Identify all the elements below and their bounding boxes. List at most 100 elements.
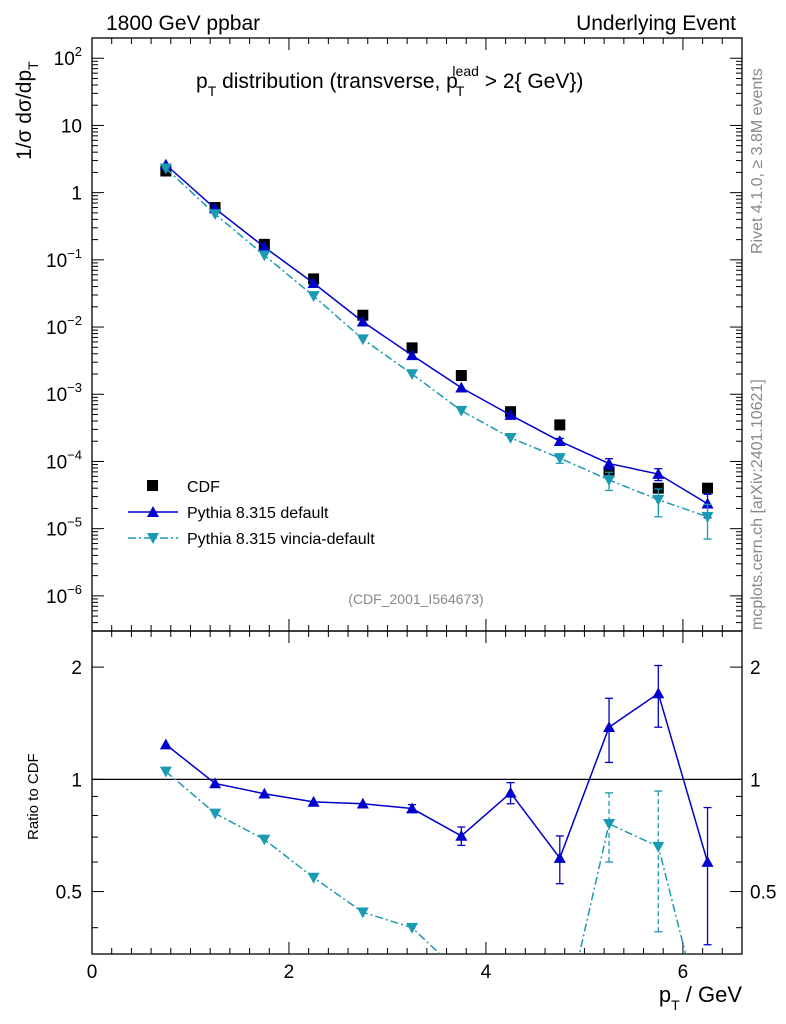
ratio-panel-frame bbox=[91, 630, 743, 955]
ratio-ytick-label-right: 0.5 bbox=[750, 883, 776, 904]
ratio-point-default bbox=[652, 687, 665, 699]
main-ytick-label: 1 bbox=[71, 184, 82, 205]
ratio-point-default bbox=[504, 786, 517, 798]
ratio-point-default bbox=[209, 777, 222, 789]
analysis-watermark: (CDF_2001_I564673) bbox=[348, 591, 483, 607]
main-point-cdf bbox=[357, 309, 369, 321]
ratio-point-vincia bbox=[406, 922, 419, 934]
ratio-ytick-label-left: 2 bbox=[71, 658, 82, 679]
ratio-point-vincia bbox=[505, 999, 517, 1010]
ratio-point-default bbox=[159, 738, 172, 750]
title-p: p bbox=[196, 70, 208, 93]
main-ytick-exponent: −4 bbox=[67, 447, 82, 462]
main-point-cdf bbox=[455, 370, 467, 382]
main-ytick-exponent: −1 bbox=[67, 246, 82, 261]
title-end: > 2{ GeV}) bbox=[479, 70, 584, 93]
ratio-xtick-label: 2 bbox=[284, 962, 295, 983]
main-ytick-mantissa: 10 bbox=[46, 520, 67, 541]
ratio-point-default bbox=[553, 852, 566, 863]
legend-label-vincia: Pythia 8.315 vincia-default bbox=[187, 531, 375, 548]
ratio-ytick-label-right: 1 bbox=[750, 770, 761, 791]
main-ytick-label: 10−1 bbox=[46, 246, 82, 272]
ratio-point-vincia bbox=[455, 969, 467, 980]
main-point-vincia bbox=[455, 405, 468, 417]
ratio-xtick-label: 4 bbox=[481, 962, 492, 983]
main-ylabel: 1/σ dσ/dpT bbox=[13, 61, 41, 160]
main-ytick-exponent: −3 bbox=[67, 380, 82, 395]
ratio-ytick-label-left: 0.5 bbox=[56, 883, 82, 904]
main-ytick-label: 10−4 bbox=[46, 447, 82, 473]
main-ytick-exponent: −2 bbox=[67, 313, 82, 328]
main-ytick-mantissa: 10 bbox=[54, 49, 75, 70]
main-point-vincia bbox=[701, 512, 714, 523]
main-point-default bbox=[455, 381, 468, 393]
ratio-point-vincia bbox=[356, 907, 369, 919]
main-point-cdf bbox=[702, 482, 714, 494]
main-point-default bbox=[307, 277, 320, 288]
main-ytick-exponent: −6 bbox=[67, 582, 82, 597]
main-point-default bbox=[553, 435, 566, 447]
header-left: 1800 GeV ppbar bbox=[106, 12, 260, 35]
main-point-vincia bbox=[159, 163, 172, 175]
main-point-default bbox=[652, 468, 665, 479]
xlabel-p: p bbox=[659, 982, 671, 1007]
ratio-series-line-1 bbox=[165, 770, 687, 954]
main-ytick-label: 102 bbox=[54, 44, 82, 70]
title-mid: distribution (transverse, p bbox=[216, 70, 458, 93]
main-point-default bbox=[406, 349, 419, 361]
ratio-point-default bbox=[258, 787, 271, 799]
main-point-vincia bbox=[258, 250, 271, 262]
main-ytick-mantissa: 10 bbox=[46, 587, 67, 608]
ratio-point-default bbox=[406, 802, 419, 814]
legend-label-cdf: CDF bbox=[187, 479, 220, 496]
ratio-point-default bbox=[701, 856, 714, 867]
main-ylabel-sub: T bbox=[25, 61, 41, 70]
ratio-xtick-label: 6 bbox=[678, 962, 689, 983]
ratio-plot-layer: 0 2 4 6 0.5 0.5 1 1 2 2 bbox=[56, 631, 776, 1010]
ratio-point-default bbox=[307, 795, 320, 807]
ratio-point-default bbox=[603, 721, 616, 733]
title-sub-t2: T bbox=[456, 83, 465, 99]
main-ytick-label: 10−6 bbox=[46, 582, 82, 608]
main-ytick-label: 10 bbox=[61, 116, 82, 137]
mcplots-label: mcplots.cern.ch [arXiv:2401.10621] bbox=[749, 379, 766, 630]
ratio-point-default bbox=[356, 797, 369, 809]
main-ytick-mantissa: 10 bbox=[46, 318, 67, 339]
header-right: Underlying Event bbox=[576, 12, 736, 35]
main-point-cdf bbox=[652, 482, 664, 494]
main-series-line-2 bbox=[165, 167, 708, 518]
xlabel: pT / GeV bbox=[659, 982, 742, 1013]
main-ytick-label: 10−3 bbox=[46, 380, 82, 406]
ratio-point-default bbox=[455, 829, 468, 841]
main-ytick-label: 10−2 bbox=[46, 313, 82, 339]
main-point-vincia bbox=[504, 432, 517, 444]
main-point-cdf bbox=[406, 342, 418, 354]
main-title: pT distribution (transverse, pTlead > 2{… bbox=[196, 63, 583, 99]
main-point-default bbox=[504, 409, 517, 420]
ratio-ytick-label-right: 2 bbox=[750, 658, 761, 679]
ratio-point-vincia bbox=[652, 841, 665, 853]
main-point-default bbox=[258, 241, 271, 252]
main-ytick-label: 10−5 bbox=[46, 515, 82, 541]
main-point-default bbox=[356, 315, 369, 327]
main-point-vincia bbox=[307, 291, 320, 302]
main-point-vincia bbox=[356, 334, 369, 346]
ratio-point-vincia bbox=[258, 834, 271, 846]
main-ytick-exponent: 2 bbox=[75, 44, 82, 59]
main-ylabel-text: 1/σ dσ/dp bbox=[13, 70, 36, 160]
main-point-vincia bbox=[652, 494, 665, 506]
main-point-vincia bbox=[209, 209, 222, 221]
main-point-vincia bbox=[603, 475, 616, 486]
main-series-line-1 bbox=[165, 164, 708, 505]
xlabel-sub: T bbox=[671, 997, 680, 1013]
legend-marker-default bbox=[147, 506, 159, 517]
ratio-series-group bbox=[159, 664, 714, 1010]
main-ytick-exponent: −5 bbox=[67, 515, 82, 530]
legend-marker-vincia bbox=[147, 533, 159, 544]
ratio-series-line-0 bbox=[165, 692, 709, 863]
ratio-point-vincia bbox=[603, 818, 616, 830]
title-sup-lead: lead bbox=[452, 63, 478, 79]
rivet-label: Rivet 4.1.0, ≥ 3.8M events bbox=[749, 68, 766, 254]
